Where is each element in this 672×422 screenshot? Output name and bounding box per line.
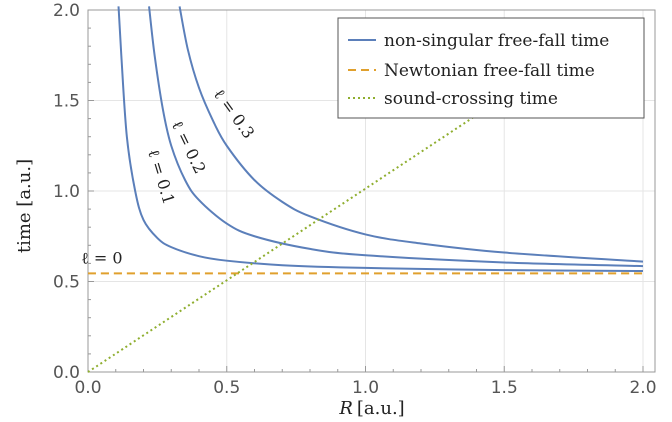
series-line-non-singular-2 (178, 6, 644, 263)
x-tick-label: 1.0 (352, 378, 379, 398)
x-axis-var: R (338, 398, 353, 419)
x-tick-label: 2.0 (629, 378, 656, 398)
x-tick-label: 1.5 (491, 378, 518, 398)
annotations: ℓ = 0.1ℓ = 0.2ℓ = 0.3 ℓ = 0 (81, 85, 258, 267)
series-line-non-singular-0 (117, 6, 644, 273)
legend: non-singular free-fall time Newtonian fr… (337, 17, 645, 119)
series-line-non-singular-1 (148, 6, 644, 268)
series-annotation: ℓ = 0.1 (144, 147, 179, 207)
series-layer (87, 6, 644, 373)
x-tick-label: 0.5 (213, 378, 240, 398)
y-axis-label: time [a.u.] (14, 159, 35, 253)
ticks: 0.0 0.5 1.0 1.5 2.0 0.0 0.5 1.0 1.5 2.0 (53, 1, 657, 398)
legend-label-newtonian: Newtonian free-fall time (384, 61, 595, 81)
x-axis-unit: [a.u.] (357, 398, 405, 419)
series-annotation: ℓ = 0.3 (210, 85, 259, 142)
series-annotation: ℓ = 0 (81, 248, 122, 267)
y-tick-label: 0.5 (53, 273, 80, 293)
legend-label-non-singular: non-singular free-fall time (384, 31, 609, 51)
series-line-sound-crossing-4 (87, 96, 505, 373)
x-axis-label: R [a.u.] (338, 398, 404, 419)
y-tick-label: 0.0 (53, 363, 80, 383)
legend-label-sound-crossing: sound-crossing time (384, 89, 558, 109)
y-tick-label: 2.0 (53, 1, 80, 21)
x-tick-label: 0.0 (74, 378, 101, 398)
series-annotation: ℓ = 0.2 (168, 117, 210, 176)
y-tick-label: 1.0 (53, 182, 80, 202)
legend-box (337, 17, 645, 119)
y-tick-label: 1.5 (53, 92, 80, 112)
